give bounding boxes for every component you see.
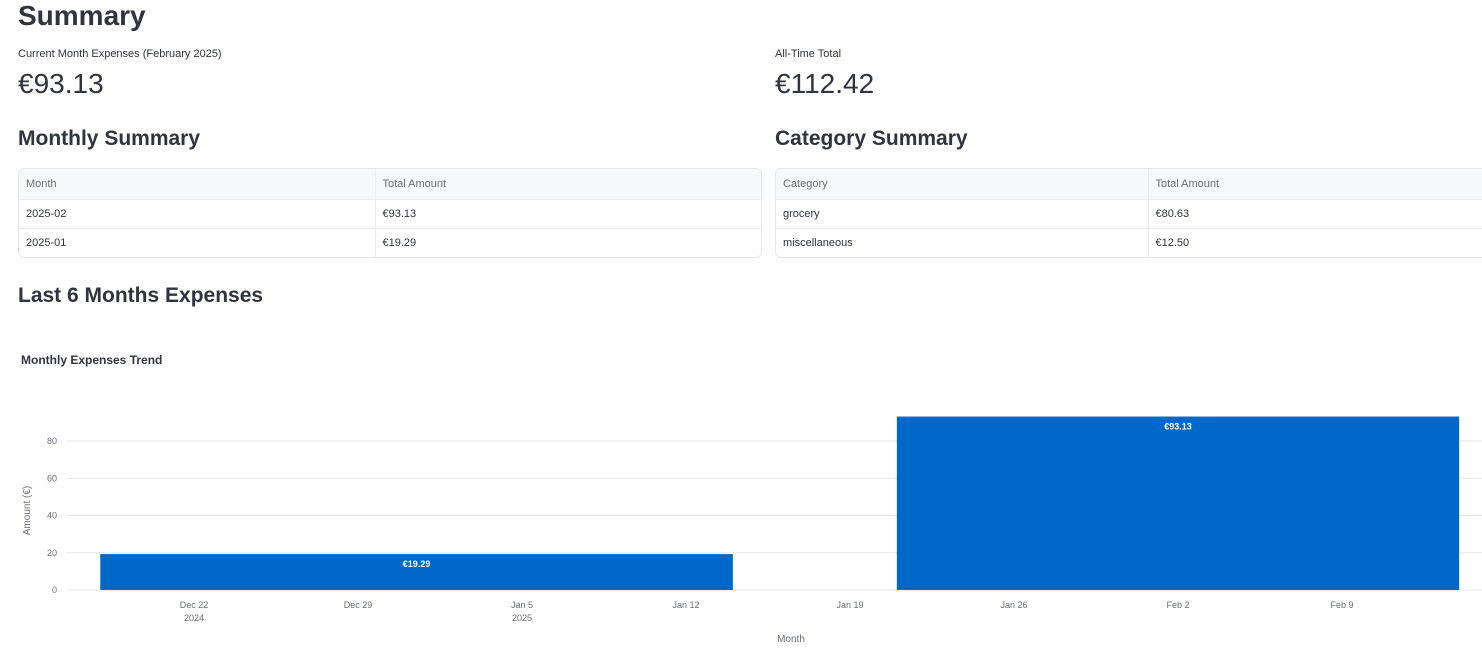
y-tick-label: 80: [47, 436, 57, 446]
all-time-total-label: All-Time Total: [775, 48, 842, 60]
y-tick-label: 40: [47, 511, 57, 521]
x-tick-label: Dec 22: [180, 600, 209, 610]
x-tick-sublabel: 2025: [512, 613, 532, 623]
x-tick-label: Jan 19: [836, 600, 863, 610]
current-month-metric: Current Month Expenses (February 2025) €…: [18, 48, 222, 100]
table-header-row: Category Total Amount: [776, 169, 1482, 200]
table-row[interactable]: 2025-01 €19.29: [19, 228, 761, 257]
y-tick-label: 0: [52, 585, 57, 595]
table-cell[interactable]: €12.50: [1155, 236, 1190, 249]
all-time-total-value: €112.42: [775, 68, 875, 99]
page-title: Summary: [18, 0, 146, 31]
table-row[interactable]: grocery €80.63: [776, 199, 1482, 229]
column-header-month[interactable]: Month: [19, 169, 376, 200]
y-axis-title: Amount (€): [22, 486, 33, 535]
table-cell[interactable]: €80.63: [1148, 199, 1482, 229]
table-cell[interactable]: 2025-01: [19, 228, 376, 257]
x-tick-label: Jan 12: [672, 600, 699, 610]
table-row[interactable]: 2025-02 €93.13: [19, 199, 761, 229]
x-tick-label: Feb 9: [1330, 600, 1353, 610]
x-tick-label: Jan 5: [511, 600, 533, 610]
table-header-row: Month Total Amount: [19, 169, 761, 200]
current-month-label: Current Month Expenses (February 2025): [18, 48, 222, 60]
x-tick-label: Jan 26: [1000, 600, 1027, 610]
table-cell[interactable]: €19.29: [382, 236, 417, 249]
y-tick-label: 20: [47, 548, 57, 558]
chart-title: Monthly Expenses Trend: [21, 353, 163, 367]
bar-data-label: €19.29: [403, 559, 431, 569]
chart-section-title: Last 6 Months Expenses: [18, 284, 264, 307]
bar: [896, 416, 1460, 590]
column-header-category[interactable]: Category: [776, 169, 1149, 200]
monthly-expenses-chart[interactable]: 0 20 40 60 80 €19.29 €93.13 Dec 22 2024 Dec 29 Jan…: [0, 380, 1482, 655]
bar: [100, 554, 733, 590]
table-cell[interactable]: grocery: [776, 199, 1149, 229]
category-summary-table[interactable]: Category Total Amount grocery €80.63 mis…: [775, 168, 1482, 258]
x-axis-title: Month: [777, 634, 805, 645]
category-summary-title: Category Summary: [775, 127, 968, 150]
x-tick-label: Dec 29: [344, 600, 373, 610]
column-header-total-amount[interactable]: Total Amount: [1148, 169, 1482, 200]
monthly-summary-title: Monthly Summary: [18, 127, 201, 150]
current-month-value: €93.13: [18, 68, 104, 99]
monthly-summary-table[interactable]: Month Total Amount 2025-02 €93.13 2025-0…: [18, 168, 762, 258]
table-row[interactable]: miscellaneous €12.50: [776, 228, 1482, 257]
table-cell[interactable]: €93.13: [375, 199, 761, 229]
x-tick-label: Feb 2: [1166, 600, 1189, 610]
column-header-total-amount[interactable]: Total Amount: [375, 169, 761, 200]
all-time-total-metric: All-Time Total €112.42: [775, 48, 874, 100]
y-tick-label: 60: [47, 473, 57, 483]
bar-data-label: €93.13: [1164, 422, 1192, 432]
table-cell[interactable]: miscellaneous: [776, 228, 1149, 257]
x-tick-sublabel: 2024: [184, 613, 204, 623]
table-cell[interactable]: 2025-02: [19, 199, 376, 229]
